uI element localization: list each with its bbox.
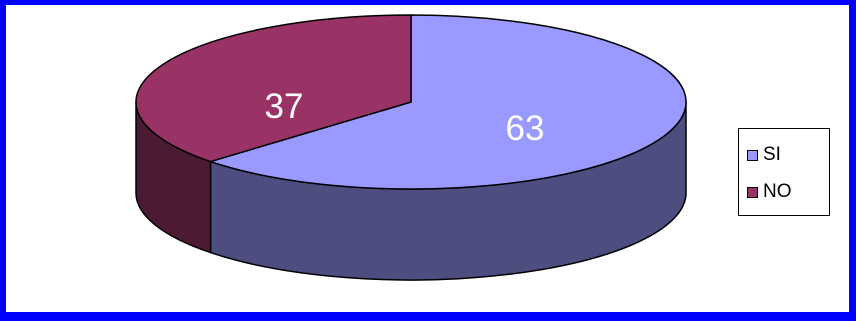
legend-swatch-si — [747, 149, 758, 161]
slice-top-si — [209, 14, 687, 190]
data-label-no: 37 — [265, 87, 304, 126]
legend-item-no: NO — [747, 180, 792, 204]
legend-item-si: SI — [747, 143, 781, 167]
legend-swatch-no — [747, 186, 758, 198]
legend-label-no: NO — [763, 181, 792, 202]
slice-top-no — [135, 14, 412, 163]
pie-chart: 63 37 — [135, 14, 687, 281]
legend-label-si: SI — [763, 144, 781, 165]
chart-area: 63 37 SI NO — [6, 5, 849, 312]
data-label-si: 63 — [506, 109, 545, 148]
legend: SI NO — [738, 128, 830, 216]
